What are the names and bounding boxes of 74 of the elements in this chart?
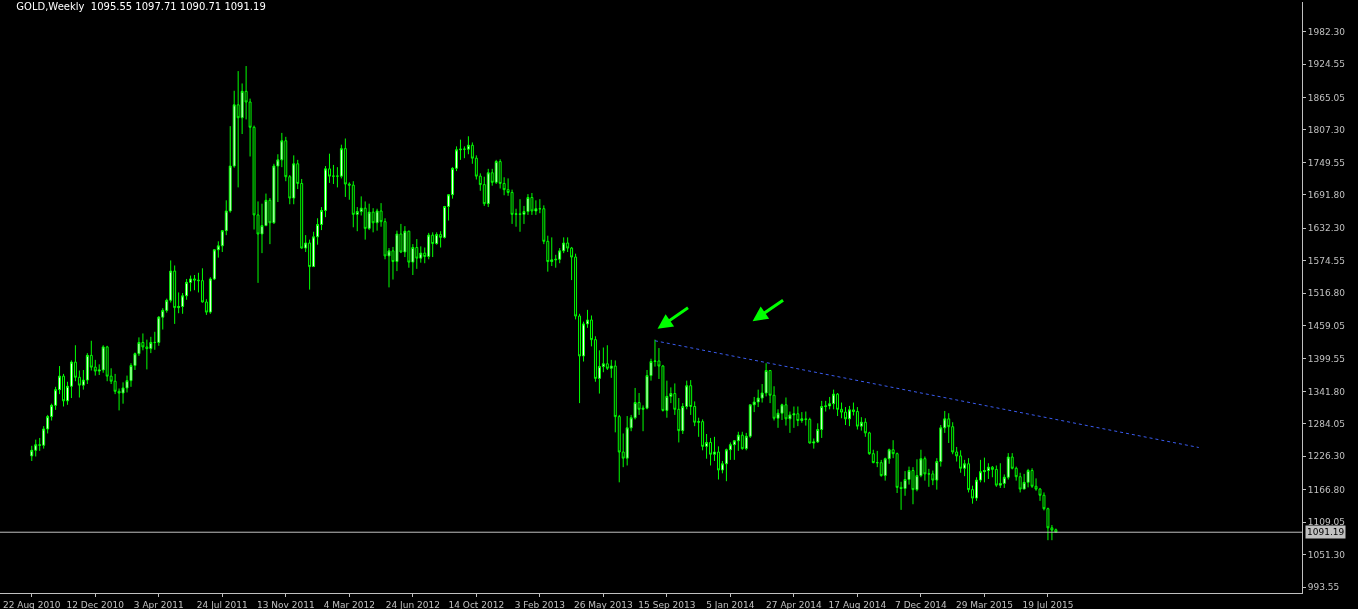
y-tick-label: 993.55	[1307, 582, 1340, 593]
candlestick	[34, 439, 38, 457]
x-tick-label: 3 Feb 2013	[514, 599, 565, 609]
y-tick-label: 1982.30	[1307, 26, 1346, 37]
candlestick	[848, 405, 851, 427]
x-tick-label: 27 Apr 2014	[766, 599, 822, 609]
y-tick-label: 1632.30	[1307, 223, 1346, 234]
x-tick-label: 24 Jul 2011	[196, 599, 248, 609]
y-tick-label: 1924.55	[1307, 59, 1346, 70]
candlestick	[292, 154, 296, 205]
candlestick	[792, 405, 796, 429]
candlestick	[351, 180, 355, 228]
x-tick-label: 15 Sep 2013	[638, 599, 696, 609]
candlestick	[740, 431, 744, 451]
candlestick	[796, 405, 800, 427]
candlestick	[836, 392, 840, 417]
y-tick-label: 1051.30	[1307, 549, 1346, 560]
x-tick-label: 19 Jul 2015	[1022, 599, 1074, 609]
y-tick-label: 1399.55	[1307, 354, 1346, 365]
x-tick-label: 29 Mar 2015	[955, 599, 1013, 609]
x-tick-label: 17 Aug 2014	[828, 599, 887, 609]
candlestick	[363, 200, 367, 241]
x-tick-label: 14 Oct 2012	[448, 599, 505, 609]
y-tick-label: 1516.80	[1307, 288, 1346, 299]
x-tick-label: 12 Dec 2010	[66, 599, 125, 609]
candlestick	[494, 159, 498, 185]
candlestick	[844, 406, 847, 426]
y-tick-label: 1284.05	[1307, 419, 1346, 430]
x-tick-label: 7 Dec 2014	[895, 599, 948, 609]
candlestick	[427, 232, 431, 260]
candlestick	[193, 274, 196, 291]
y-tick-label: 1749.55	[1307, 157, 1346, 168]
candlestick	[959, 449, 963, 474]
x-tick-label: 26 May 2013	[574, 599, 633, 609]
y-tick-label: 1459.05	[1307, 320, 1346, 331]
candlestick	[855, 406, 859, 431]
y-tick-label: 1341.80	[1307, 386, 1346, 397]
candlestick	[625, 415, 629, 466]
candlestick	[371, 207, 375, 233]
y-tick-label: 1691.80	[1307, 189, 1346, 200]
candlestick	[518, 198, 522, 233]
candlestick	[820, 400, 824, 439]
candlestick	[343, 138, 347, 198]
candlestick	[431, 231, 435, 258]
y-tick-label: 1109.05	[1307, 517, 1346, 528]
candlestick	[1026, 468, 1030, 488]
x-tick-label: 13 Nov 2011	[256, 599, 315, 609]
candlestick	[709, 437, 713, 466]
candlestick	[986, 462, 990, 480]
candlestick	[173, 264, 177, 325]
y-tick-label: 1166.80	[1307, 484, 1346, 495]
y-tick-label: 1226.30	[1307, 451, 1346, 462]
candlestick	[994, 464, 998, 488]
candlestick	[105, 345, 109, 382]
candlestick	[998, 462, 1002, 489]
candlestick	[982, 457, 986, 483]
candlestick	[879, 459, 883, 478]
candlestick	[1022, 473, 1026, 490]
y-tick-label: 1807.30	[1307, 125, 1346, 136]
x-tick-label: 3 Apr 2011	[133, 599, 184, 609]
candlestick	[335, 166, 339, 188]
x-tick-label: 5 Jan 2014	[706, 599, 755, 609]
x-tick-label: 4 Mar 2012	[323, 599, 375, 609]
candlestick	[486, 168, 490, 208]
y-tick-label: 1865.05	[1307, 92, 1346, 103]
candlestick	[236, 70, 240, 188]
ref-line-label: 1091.19	[1307, 527, 1345, 537]
y-tick-label: 1574.55	[1307, 255, 1346, 266]
x-tick-label: 22 Aug 2010	[2, 599, 61, 609]
chart-title: GOLD,Weekly 1095.55 1097.71 1090.71 1091.19	[16, 1, 266, 13]
candlestick	[1030, 467, 1034, 489]
candlestick	[530, 192, 534, 216]
x-tick-label: 24 Jun 2012	[385, 599, 440, 609]
candlestick	[875, 450, 879, 468]
